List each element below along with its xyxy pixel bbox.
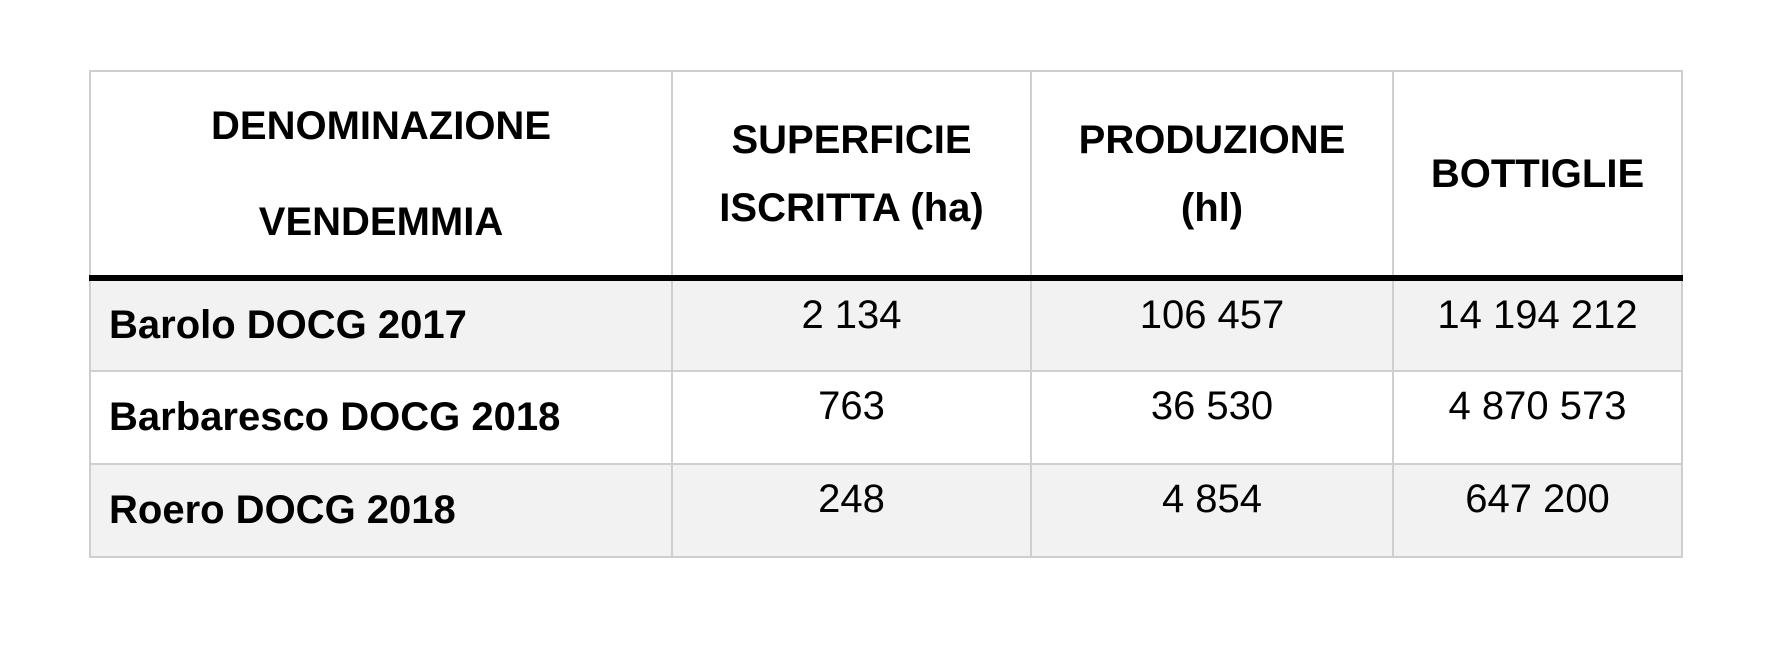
row-label: Roero DOCG 2018 xyxy=(89,463,673,558)
row-label: Barbaresco DOCG 2018 xyxy=(89,370,673,465)
header-text: (hl) xyxy=(1180,185,1244,230)
cell-value: 14 194 212 xyxy=(1392,277,1683,372)
data-table: DENOMINAZIONE VENDEMMIA SUPERFICIE ISCRITTA… xyxy=(89,70,1683,558)
header-text: VENDEMMIA xyxy=(258,199,504,244)
header-row: DENOMINAZIONE VENDEMMIA SUPERFICIE ISCRITTA… xyxy=(89,70,1683,281)
cell-value: 763 xyxy=(671,370,1032,465)
cell-value: 647 200 xyxy=(1392,463,1683,558)
table-row: Barolo DOCG 2017 2 134 106 457 14 194 212 xyxy=(89,277,1683,372)
row-label: Barolo DOCG 2017 xyxy=(89,277,673,372)
table-row: Roero DOCG 2018 248 4 854 647 200 xyxy=(89,463,1683,558)
cell-value: 106 457 xyxy=(1030,277,1394,372)
header-text: DENOMINAZIONE xyxy=(211,103,551,148)
header-cell: PRODUZIONE (hl) xyxy=(1030,70,1394,281)
table-body: Barolo DOCG 2017 2 134 106 457 14 194 212 Ba… xyxy=(89,277,1683,558)
header-text: BOTTIGLIE xyxy=(1430,151,1645,196)
header-text: PRODUZIONE xyxy=(1078,117,1346,162)
cell-value: 36 530 xyxy=(1030,370,1394,465)
header-cell: SUPERFICIE ISCRITTA (ha) xyxy=(671,70,1032,281)
cell-value: 4 870 573 xyxy=(1392,370,1683,465)
table-row: Barbaresco DOCG 2018 763 36 530 4 870 573 xyxy=(89,370,1683,465)
header-cell: DENOMINAZIONE VENDEMMIA xyxy=(89,70,673,281)
cell-value: 2 134 xyxy=(671,277,1032,372)
header-text: SUPERFICIE xyxy=(731,117,972,162)
header-text: ISCRITTA (ha) xyxy=(719,185,984,230)
cell-value: 248 xyxy=(671,463,1032,558)
header-cell: BOTTIGLIE xyxy=(1392,70,1683,281)
cell-value: 4 854 xyxy=(1030,463,1394,558)
